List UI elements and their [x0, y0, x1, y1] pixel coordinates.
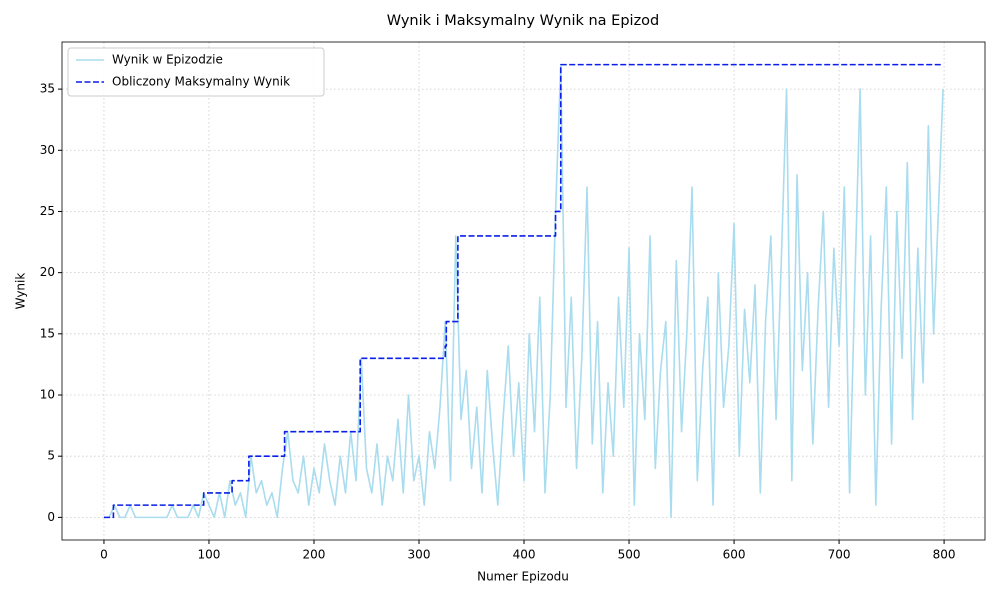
series-line	[103, 63, 944, 519]
y-tick-label: 35	[40, 82, 55, 96]
y-tick-label: 25	[40, 204, 55, 218]
x-tick-label: 300	[408, 548, 431, 562]
y-tick-label: 10	[40, 388, 55, 402]
x-tick-label: 0	[100, 548, 108, 562]
legend-box	[67, 47, 325, 97]
y-tick-label: 20	[40, 265, 55, 279]
x-tick-label: 400	[513, 548, 536, 562]
legend-label: Obliczony Maksymalny Wynik	[112, 75, 290, 89]
plot-frame	[61, 41, 986, 541]
legend-label: Wynik w Epizodzie	[112, 53, 223, 67]
y-tick-label: 5	[47, 449, 55, 463]
chart-title: Wynik i Maksymalny Wynik na Epizod	[387, 13, 660, 29]
x-tick-label: 800	[933, 548, 956, 562]
series-line	[103, 63, 944, 519]
y-tick-label: 0	[47, 510, 55, 524]
y-axis-label: Wynik	[14, 273, 28, 310]
x-tick-label: 700	[828, 548, 851, 562]
x-axis-label: Numer Epizodu	[477, 570, 569, 584]
x-tick-label: 500	[618, 548, 641, 562]
y-tick-label: 15	[40, 326, 55, 340]
legend: Wynik w Epizodzie Obliczony Maksymalny Wy…	[67, 47, 325, 97]
x-tick-label: 200	[303, 548, 326, 562]
x-tick-label: 100	[198, 548, 221, 562]
x-tick-label: 600	[723, 548, 746, 562]
y-tick-label: 30	[40, 143, 55, 157]
